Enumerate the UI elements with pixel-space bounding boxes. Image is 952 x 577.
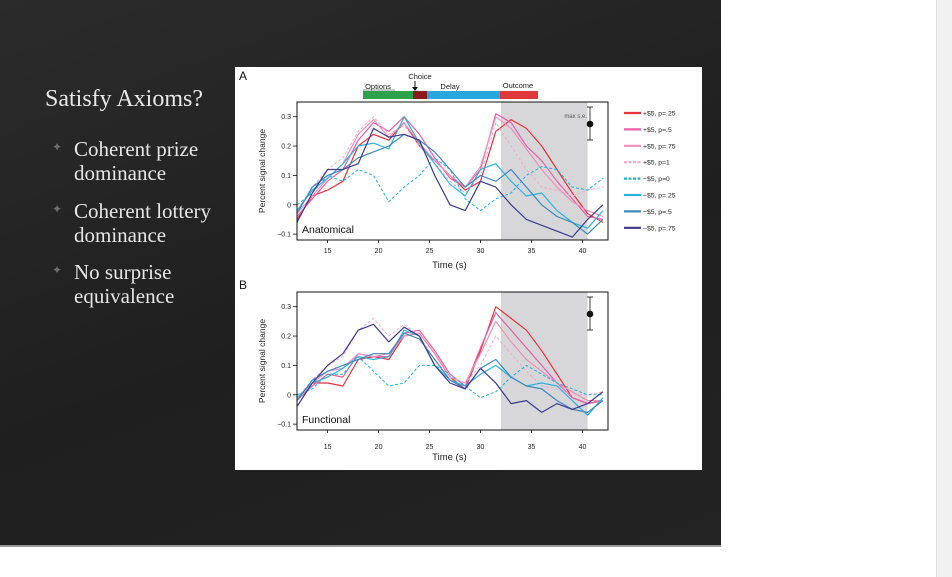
phase-label-3: Outcome <box>503 81 533 90</box>
phase-label-2: Delay <box>440 82 459 91</box>
plot-frame <box>296 101 609 241</box>
x-tick-label: 30 <box>477 248 485 255</box>
x-tick-label: 35 <box>528 444 536 451</box>
series-line-1 <box>296 113 604 220</box>
legend-label-4: −$5, p=0 <box>643 176 670 183</box>
y-axis-label: Percent signal change <box>257 129 267 213</box>
y-tick-label: 0.2 <box>281 334 291 341</box>
bullet-text: Coherent lottery dominance <box>74 199 212 247</box>
x-tick-label: 25 <box>426 248 434 255</box>
series-line-5 <box>296 116 604 229</box>
panel-letter: A <box>239 69 247 83</box>
bullet-text: No surprise equivalence <box>74 260 175 308</box>
plot-frame <box>296 291 609 431</box>
se-label: max s.e. <box>564 114 587 120</box>
series-line-2 <box>296 116 604 218</box>
legend-label-2: +$5, p=.75 <box>643 143 676 150</box>
y-tick-label: −0.1 <box>277 422 291 429</box>
series-line-3 <box>296 317 603 399</box>
legend-label-6: −$5, p=.5 <box>643 209 672 216</box>
phase-bar-1 <box>413 91 427 99</box>
legend-label-1: +$5, p=.5 <box>643 127 672 134</box>
x-tick-label: 25 <box>426 444 434 451</box>
series-line-7 <box>296 323 604 413</box>
y-tick-label: 0.3 <box>281 304 291 311</box>
x-tick-label: 15 <box>324 248 332 255</box>
y-axis-label: Percent signal change <box>257 319 267 403</box>
series-line-6 <box>296 133 604 235</box>
y-tick-label: 0 <box>287 392 291 399</box>
x-tick-label: 20 <box>375 248 383 255</box>
x-tick-label: 40 <box>579 248 587 255</box>
legend-label-0: +$5, p=.25 <box>643 111 676 118</box>
slide-title: Satisfy Axioms? <box>45 86 204 112</box>
series-line-3 <box>296 116 603 211</box>
figure-image: Options Choice Delay Outcome −0.1 0 0.1 0.2 0.3 1… <box>235 67 702 470</box>
se-point <box>586 120 594 128</box>
x-tick-label: 20 <box>375 444 383 451</box>
se-point <box>586 310 594 318</box>
bullet-marker-icon: ✦ <box>52 140 63 154</box>
choice-arrow-icon <box>412 87 418 91</box>
scrollbar-track[interactable] <box>936 0 952 577</box>
phase-bar-3 <box>500 91 538 99</box>
chart-panel-b: −0.1 0 0.1 0.2 0.3 15 20 25 30 35 40 Time (s) Percen… <box>239 278 609 463</box>
slide-bottom-edge <box>0 545 721 547</box>
figure-svg: Options Choice Delay Outcome −0.1 0 0.1 0.2 0.3 1… <box>239 69 676 463</box>
chart-panel-a: −0.1 0 0.1 0.2 0.3 15 20 25 30 35 40 Time (s) Percen… <box>239 69 609 271</box>
presentation-slide: Satisfy Axioms? ✦ Coherent prize dominan… <box>0 0 721 545</box>
y-tick-label: −0.1 <box>277 232 291 239</box>
x-tick-label: 40 <box>579 444 587 451</box>
y-tick-label: 0 <box>287 202 291 209</box>
x-tick-label: 30 <box>477 444 485 451</box>
legend-label-3: +$5, p=1 <box>643 160 670 167</box>
series-line-4 <box>296 157 604 212</box>
bullet-marker-icon: ✦ <box>52 263 63 277</box>
y-tick-label: 0.3 <box>281 114 291 121</box>
x-axis-label: Time (s) <box>432 452 466 463</box>
series-line-7 <box>296 127 604 238</box>
bullet-text: Coherent prize dominance <box>74 137 199 185</box>
panel-label: Anatomical <box>302 224 354 236</box>
outcome-shaded-region <box>500 102 588 240</box>
y-tick-label: 0.2 <box>281 144 291 151</box>
legend-label-5: −$5, p=.25 <box>643 193 676 200</box>
y-tick-label: 0.1 <box>281 363 291 370</box>
phase-label-0: Options <box>365 82 391 91</box>
panel-label: Functional <box>302 414 350 426</box>
phase-label-1: Choice <box>408 72 431 81</box>
series-line-4 <box>296 356 603 399</box>
series-line-6 <box>296 332 604 413</box>
phase-bar-0 <box>363 91 413 99</box>
phase-bar-2 <box>427 91 500 99</box>
bullet-marker-icon: ✦ <box>52 202 63 216</box>
x-axis-label: Time (s) <box>432 260 466 271</box>
x-tick-label: 35 <box>528 248 536 255</box>
y-tick-label: 0.1 <box>281 173 291 180</box>
outcome-shaded-region <box>500 292 588 430</box>
legend-label-7: −$5, p=.75 <box>643 225 676 232</box>
panel-letter: B <box>239 278 247 292</box>
x-tick-label: 15 <box>324 444 332 451</box>
